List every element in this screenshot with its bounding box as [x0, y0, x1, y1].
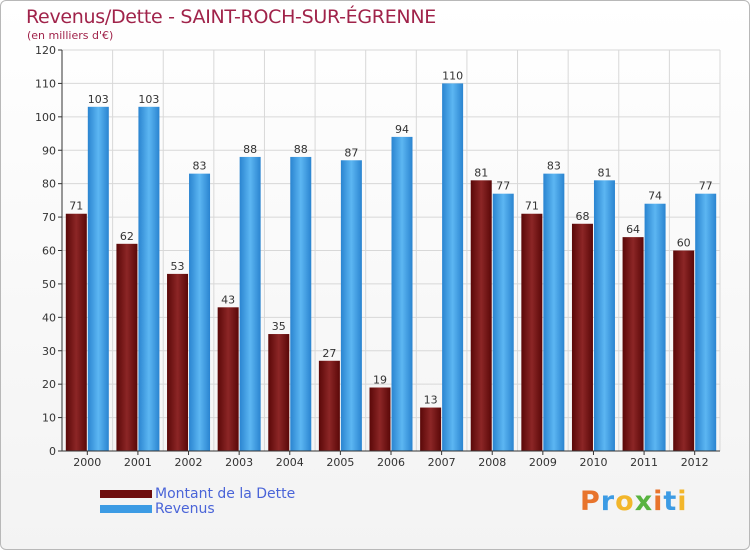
y-tick-label: 60: [42, 245, 56, 258]
y-tick-label: 90: [42, 144, 56, 157]
x-tick-label: 2001: [124, 456, 152, 469]
bar-revenus: [492, 193, 514, 452]
data-label-dette: 43: [221, 293, 235, 306]
bar-revenus: [695, 193, 717, 452]
data-label-dette: 19: [373, 374, 387, 387]
y-tick-label: 10: [42, 412, 56, 425]
bar-revenus: [138, 106, 160, 451]
bar-dette: [268, 334, 290, 451]
x-tick-label: 2004: [276, 456, 304, 469]
bar-revenus: [340, 160, 362, 451]
x-tick-label: 2002: [175, 456, 203, 469]
data-label-revenus: 83: [193, 160, 207, 173]
data-label-dette: 53: [171, 260, 185, 273]
data-label-revenus: 87: [344, 146, 358, 159]
bar-dette: [571, 223, 593, 451]
y-tick-label: 110: [35, 77, 56, 90]
chart-legend: Montant de la Dette Revenus: [100, 485, 296, 517]
data-label-revenus: 110: [442, 69, 463, 82]
legend-item-revenus: Revenus: [100, 500, 295, 517]
y-tick-label: 100: [35, 111, 56, 124]
bar-revenus: [87, 106, 109, 451]
data-label-revenus: 81: [597, 166, 611, 179]
data-label-revenus: 103: [88, 93, 109, 106]
bar-revenus: [593, 180, 615, 451]
bar-dette: [521, 213, 543, 451]
data-label-dette: 62: [120, 230, 134, 243]
data-label-revenus: 94: [395, 123, 409, 136]
chart-title: Revenus/Dette - SAINT-ROCH-SUR-ÉGRENNE: [26, 6, 436, 28]
data-label-dette: 27: [322, 347, 336, 360]
bar-dette: [217, 307, 239, 451]
bar-dette: [369, 387, 391, 451]
bar-dette: [470, 180, 492, 451]
legend-item-dette: Montant de la Dette: [100, 485, 296, 502]
x-tick-label: 2005: [326, 456, 354, 469]
y-tick-label: 120: [35, 44, 56, 57]
data-label-dette: 60: [677, 237, 691, 250]
x-tick-label: 2010: [579, 456, 607, 469]
y-tick-label: 20: [42, 378, 56, 391]
data-label-revenus: 88: [243, 143, 257, 156]
legend-label-dette: Montant de la Dette: [155, 485, 296, 502]
data-label-revenus: 88: [294, 143, 308, 156]
proxiti-logo: Proxiti: [580, 486, 688, 517]
y-tick-label: 30: [42, 345, 56, 358]
bar-revenus: [543, 173, 565, 451]
bar-dette: [116, 243, 138, 451]
x-tick-label: 2007: [428, 456, 456, 469]
data-label-dette: 64: [626, 223, 640, 236]
data-label-dette: 71: [69, 200, 83, 213]
y-tick-label: 40: [42, 311, 56, 324]
data-label-revenus: 103: [138, 93, 159, 106]
y-tick-label: 0: [49, 445, 56, 458]
bar-revenus: [239, 156, 261, 451]
bar-revenus: [391, 136, 413, 451]
data-label-dette: 81: [474, 166, 488, 179]
y-tick-label: 70: [42, 211, 56, 224]
x-tick-label: 2009: [529, 456, 557, 469]
data-label-revenus: 74: [648, 190, 662, 203]
legend-swatch-revenus: [100, 504, 152, 513]
x-tick-label: 2000: [73, 456, 101, 469]
bar-revenus: [189, 173, 211, 451]
y-tick-label: 50: [42, 278, 56, 291]
data-label-revenus: 77: [699, 180, 713, 193]
legend-swatch-dette: [100, 489, 152, 498]
chart-subtitle: (en milliers d'€): [27, 29, 114, 42]
bar-dette: [673, 250, 695, 451]
legend-label-revenus: Revenus: [155, 500, 215, 517]
data-label-dette: 35: [272, 320, 286, 333]
x-tick-label: 2011: [630, 456, 658, 469]
bar-revenus: [644, 203, 666, 451]
x-tick-label: 2006: [377, 456, 405, 469]
data-label-dette: 13: [424, 394, 438, 407]
data-label-revenus: 83: [547, 160, 561, 173]
bar-dette: [318, 360, 340, 451]
bar-dette: [65, 213, 87, 451]
bar-dette: [420, 407, 442, 451]
bar-dette: [622, 237, 644, 451]
bar-dette: [167, 273, 189, 451]
y-tick-label: 80: [42, 178, 56, 191]
data-label-revenus: 77: [496, 180, 510, 193]
x-tick-label: 2012: [681, 456, 709, 469]
x-tick-label: 2008: [478, 456, 506, 469]
data-label-dette: 71: [525, 200, 539, 213]
data-label-dette: 68: [575, 210, 589, 223]
bar-revenus: [290, 156, 312, 451]
x-tick-label: 2003: [225, 456, 253, 469]
bar-revenus: [442, 83, 464, 452]
